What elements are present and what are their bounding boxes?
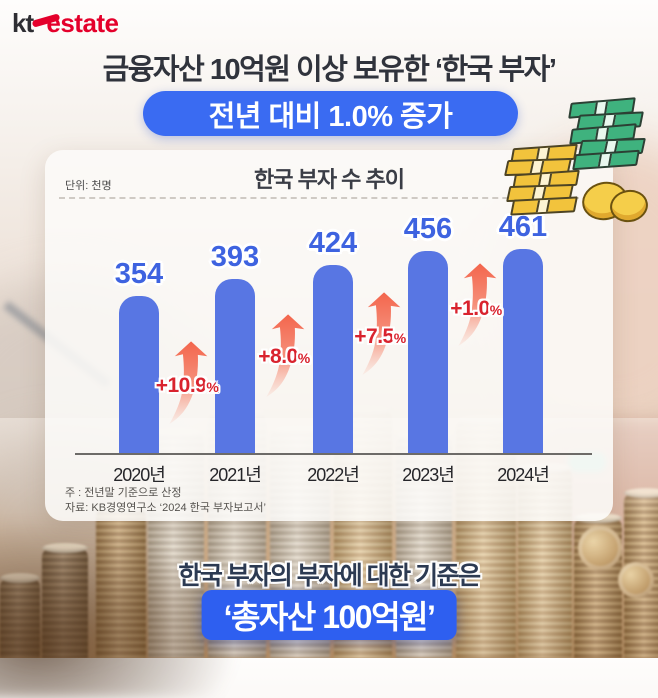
growth-delta: +10.9 (155, 374, 207, 397)
kt-logo-text: kt (12, 8, 34, 38)
growth-badge: 전년 대비 1.0% 증가 (143, 91, 518, 136)
bar-column-2021: 393 (187, 241, 283, 453)
gold-banknote-bundle-icon (510, 196, 578, 216)
bar-2022 (313, 265, 353, 453)
note-line-1: 주 : 전년말 기준으로 산정 (65, 487, 182, 499)
note-line-2: 자료: KB경영연구소 ‘2024 한국 부자보고서’ (65, 502, 266, 514)
green-banknote-bundle-icon (572, 149, 640, 171)
kt-estate-logo: kt estate (12, 8, 119, 39)
x-axis-label: 2022년 (307, 465, 360, 485)
bar-column-2023: 456 (380, 213, 476, 453)
bar-value-label: 354 (114, 258, 164, 290)
page-title: 금융자산 10억원 이상 보유한 ‘한국 부자’ (102, 54, 557, 86)
x-axis-label: 2021년 (209, 465, 262, 485)
growth-label: +7.5% (325, 325, 435, 349)
x-axis-label: 2024년 (497, 465, 550, 485)
dashed-divider (59, 197, 599, 199)
bar-column-2022: 424 (285, 227, 381, 453)
bar-2021 (215, 279, 255, 453)
growth-delta: +1.0 (450, 297, 490, 320)
bar-2024 (503, 249, 543, 453)
bottom-highlight-box: ‘총자산 100억원’ (201, 590, 457, 640)
x-axis-label: 2020년 (113, 465, 166, 485)
growth-unit: % (489, 302, 502, 318)
growth-unit: % (297, 350, 310, 366)
bar-value-label: 424 (308, 227, 358, 259)
growth-unit: % (393, 330, 406, 346)
growth-delta: +8.0 (258, 345, 298, 368)
x-axis-label: 2023년 (402, 465, 455, 485)
growth-label: +1.0% (421, 297, 531, 321)
source-notes: 주 : 전년말 기준으로 산정 자료: KB경영연구소 ‘2024 한국 부자보… (65, 486, 266, 516)
estate-logo-text: estate (46, 8, 119, 38)
coin-face (618, 562, 654, 598)
chart-title: 한국 부자 수 추이 (253, 167, 405, 192)
bottom-caption: 한국 부자의 부자에 대한 기준은 (178, 562, 481, 590)
unit-label: 단위: 천명 (65, 180, 112, 192)
growth-unit: % (206, 379, 219, 395)
growth-delta: +7.5 (354, 325, 394, 348)
growth-label: +10.9% (132, 374, 242, 398)
bar-value-label: 393 (210, 241, 260, 273)
bar-value-label: 456 (403, 213, 453, 245)
money-stacks-illustration (504, 97, 653, 226)
x-axis-line (75, 453, 592, 455)
growth-label: +8.0% (229, 345, 339, 369)
bar-2023 (408, 251, 448, 453)
